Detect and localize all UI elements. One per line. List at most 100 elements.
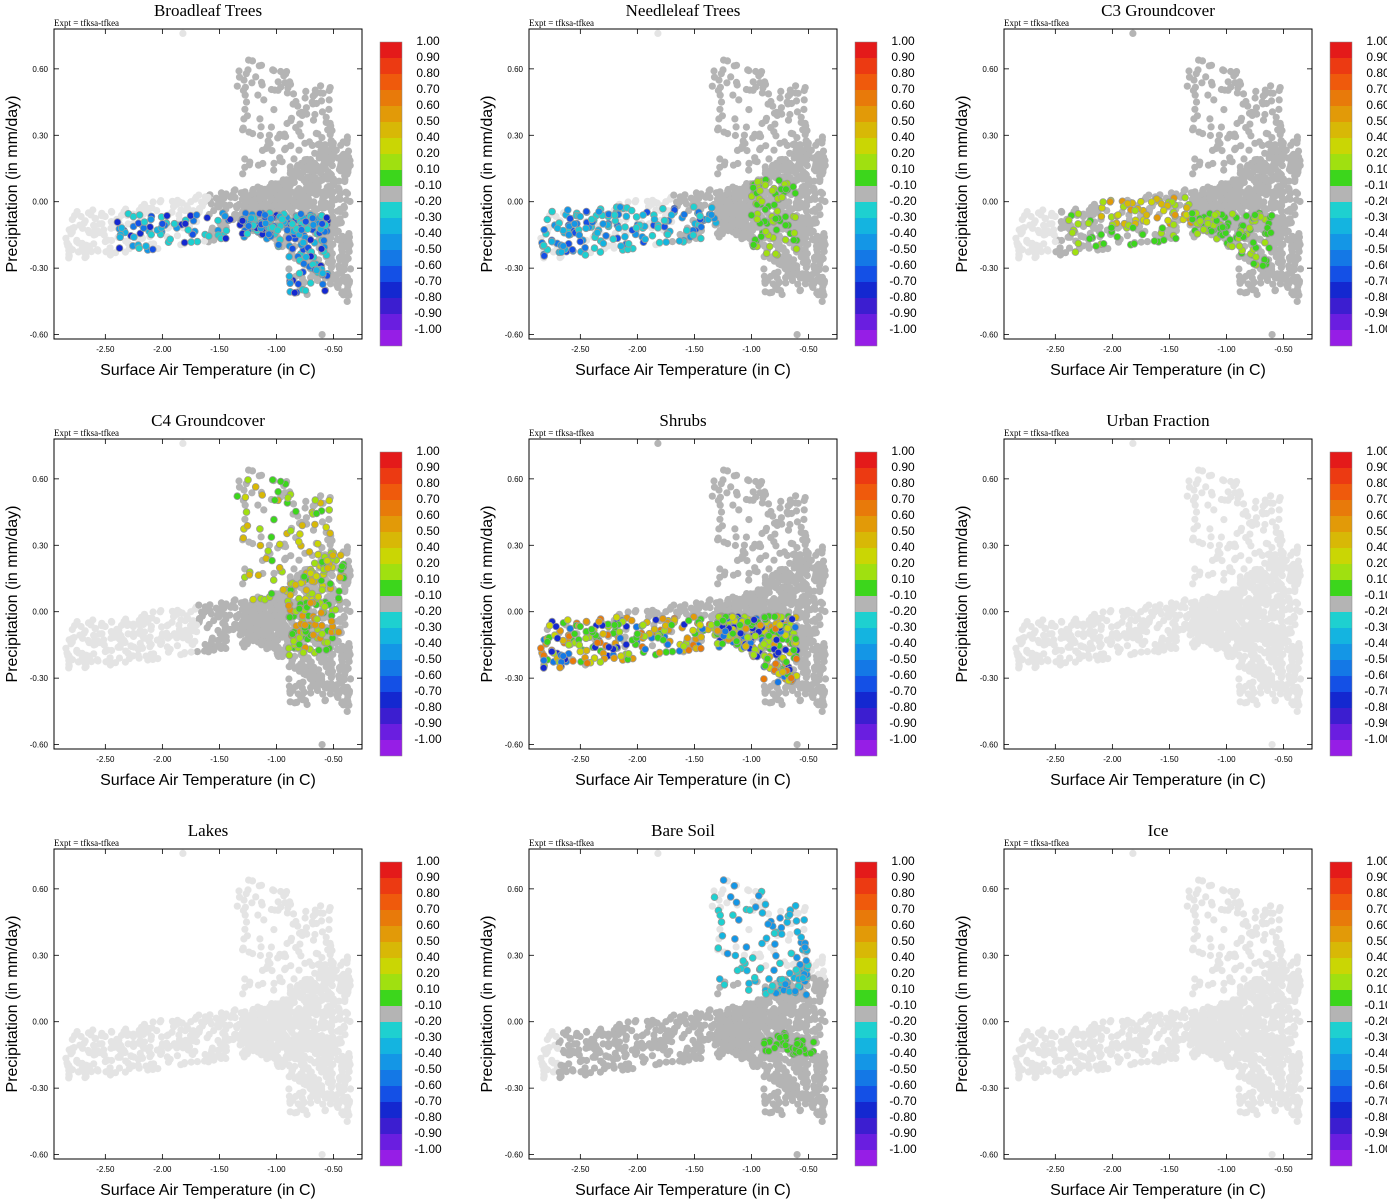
data-point	[242, 98, 251, 106]
data-point	[326, 123, 334, 131]
data-point	[710, 67, 718, 75]
data-point-colored	[648, 231, 657, 240]
data-point	[1021, 212, 1029, 220]
data-point-colored	[238, 216, 247, 225]
data-point	[345, 238, 353, 246]
data-point	[1248, 274, 1256, 282]
data-point-colored	[1153, 213, 1161, 222]
data-point	[745, 166, 753, 174]
data-point	[801, 123, 809, 131]
data-point	[552, 212, 560, 221]
data-point	[344, 244, 353, 252]
colorbar-segment	[380, 122, 402, 138]
data-point	[740, 131, 749, 139]
data-point-colored	[147, 230, 156, 239]
data-point	[800, 105, 808, 113]
data-point	[303, 110, 311, 118]
data-point	[238, 189, 246, 197]
data-point	[1236, 163, 1244, 171]
data-point-colored	[273, 226, 282, 235]
data-point	[735, 96, 743, 104]
data-point-colored	[617, 242, 625, 250]
data-point-colored	[1267, 229, 1275, 237]
data-point-colored	[322, 213, 331, 222]
data-point	[668, 238, 677, 246]
data-point	[1232, 133, 1240, 141]
data-point	[717, 70, 725, 78]
data-point-colored	[180, 238, 189, 247]
data-point	[1261, 149, 1269, 157]
data-point-colored	[654, 224, 662, 232]
data-point	[720, 128, 728, 136]
data-point	[1291, 176, 1299, 184]
data-point-colored	[297, 210, 305, 218]
data-point-colored	[753, 178, 762, 186]
data-point	[176, 608, 184, 617]
data-point	[107, 207, 115, 216]
colorbar-label: -0.30	[414, 210, 442, 224]
data-point	[307, 189, 315, 197]
data-point	[289, 90, 298, 98]
data-point	[89, 206, 97, 214]
data-point-colored	[184, 226, 193, 234]
data-point-colored	[791, 213, 800, 222]
data-point	[1296, 265, 1305, 273]
data-point	[731, 115, 739, 123]
colorbar-label: -0.40	[889, 226, 917, 240]
colorbar-segment	[380, 74, 402, 90]
data-point	[1275, 96, 1283, 104]
data-point	[267, 193, 275, 201]
data-point	[1192, 70, 1200, 78]
data-point	[811, 253, 820, 261]
y-tick-label: 0.60	[507, 65, 523, 74]
data-point-colored	[147, 215, 155, 224]
data-point	[1221, 201, 1229, 209]
data-point	[1235, 272, 1243, 280]
data-point-colored	[596, 248, 605, 256]
data-point	[142, 652, 150, 660]
data-point-colored	[214, 216, 222, 225]
data-point-colored	[265, 230, 273, 239]
data-point-colored	[599, 220, 607, 228]
y-tick-label: -0.30	[505, 264, 524, 273]
data-point	[1240, 155, 1248, 163]
data-point	[260, 96, 268, 104]
data-point	[1277, 171, 1285, 179]
data-point-colored	[295, 269, 304, 278]
data-point	[1251, 94, 1259, 102]
data-point	[107, 224, 115, 232]
data-point-colored	[1204, 219, 1212, 228]
data-point	[77, 622, 85, 631]
colorbar-label: -0.10	[1364, 178, 1387, 192]
colorbar-label: -0.40	[414, 226, 442, 240]
data-point	[314, 176, 322, 184]
data-point-colored	[781, 236, 790, 244]
data-point	[770, 146, 778, 154]
data-point	[1278, 207, 1286, 215]
data-point	[1191, 91, 1199, 99]
colorbar-label: 0.20	[891, 146, 915, 160]
data-point	[346, 265, 355, 273]
data-point	[205, 642, 213, 650]
data-point-colored	[188, 230, 197, 239]
data-point	[741, 184, 749, 192]
data-point-colored	[540, 226, 548, 234]
data-point	[1294, 147, 1303, 155]
data-point	[670, 191, 678, 199]
colorbar-label: 0.80	[416, 66, 440, 80]
data-point-colored	[1164, 216, 1172, 225]
data-point-colored	[1218, 223, 1227, 232]
colorbar-label: 0.20	[416, 146, 440, 160]
data-point-colored	[1169, 220, 1178, 229]
data-point-colored	[1196, 217, 1205, 226]
data-point	[1287, 236, 1295, 244]
colorbar-label: 0.40	[416, 130, 440, 144]
data-point	[215, 198, 223, 206]
data-point	[1189, 126, 1197, 134]
data-point	[1210, 96, 1218, 104]
data-point	[801, 245, 809, 253]
data-point	[732, 78, 741, 86]
data-point	[207, 610, 216, 618]
data-point	[71, 212, 79, 220]
data-point	[290, 155, 298, 163]
